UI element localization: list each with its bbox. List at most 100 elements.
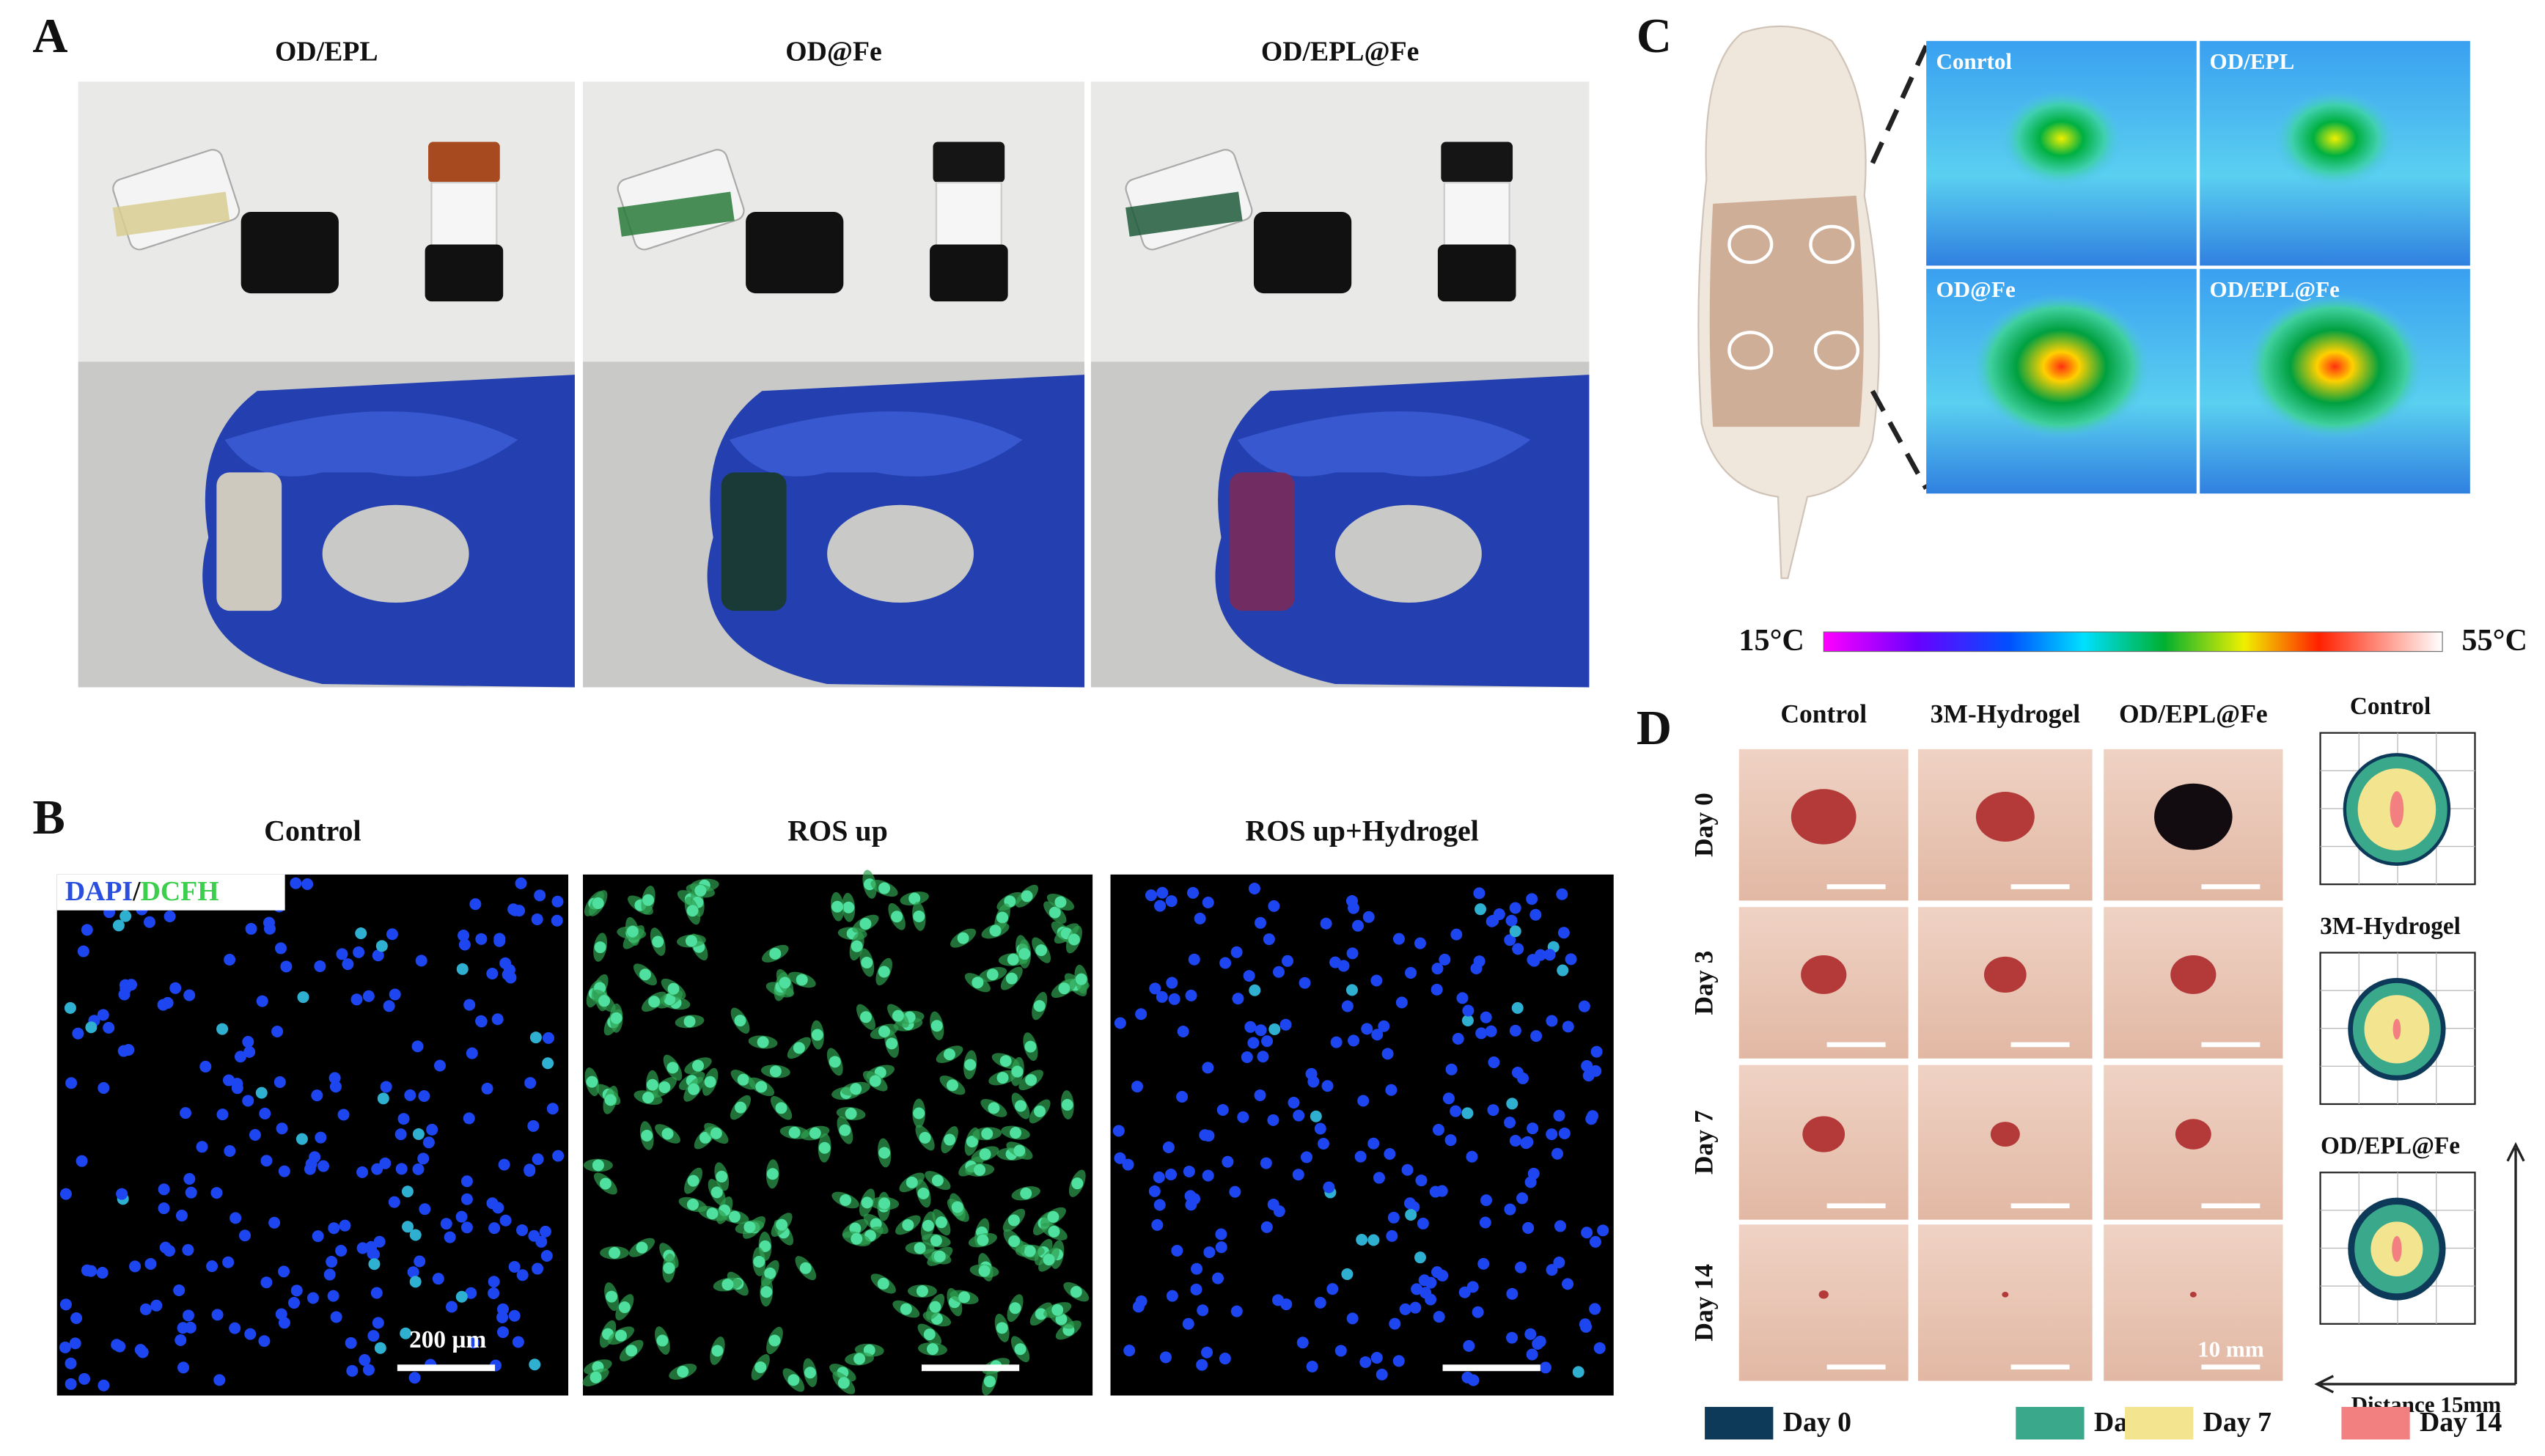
nucleus xyxy=(878,1025,891,1037)
nucleus xyxy=(497,1326,509,1339)
nucleus xyxy=(1399,1303,1411,1315)
nucleus xyxy=(913,1107,925,1119)
nucleus xyxy=(317,1160,330,1172)
nucleus xyxy=(886,1037,898,1050)
nucleus xyxy=(592,1159,604,1172)
nucleus xyxy=(1524,1328,1537,1340)
nucleus xyxy=(1176,1091,1189,1103)
nucleus xyxy=(1005,972,1018,985)
nucleus xyxy=(594,941,606,954)
nucleus xyxy=(710,1186,723,1199)
nucleus xyxy=(923,1328,936,1341)
nucleus xyxy=(859,1011,872,1023)
nucleus xyxy=(78,1372,90,1385)
stain-label: DCFH xyxy=(141,876,219,907)
legend-swatch xyxy=(2125,1407,2194,1440)
column-title: OD/EPL@Fe xyxy=(2119,699,2268,729)
nucleus xyxy=(1480,1194,1493,1207)
nucleus xyxy=(76,1155,88,1167)
nucleus xyxy=(842,901,855,913)
nucleus xyxy=(586,1076,598,1088)
vial-bottom xyxy=(1437,244,1516,302)
nucleus xyxy=(455,1290,468,1303)
nucleus xyxy=(694,884,707,897)
nucleus xyxy=(1071,1177,1084,1190)
nucleus xyxy=(1597,1224,1609,1237)
nucleus xyxy=(1587,1110,1599,1122)
nucleus xyxy=(1018,948,1031,960)
nucleus xyxy=(139,1303,152,1315)
nucleus xyxy=(432,1273,444,1285)
trace-area xyxy=(2390,791,2404,828)
nucleus xyxy=(926,1343,939,1356)
nucleus xyxy=(379,1157,392,1169)
nucleus xyxy=(59,1341,71,1353)
nucleus xyxy=(463,999,476,1011)
nucleus xyxy=(1509,902,1521,914)
nucleus xyxy=(1589,1303,1601,1315)
nucleus xyxy=(943,1048,955,1061)
glove-finger xyxy=(224,411,518,477)
nucleus xyxy=(552,1150,565,1162)
nucleus xyxy=(1480,1011,1492,1023)
nucleus xyxy=(1293,1109,1305,1122)
nucleus xyxy=(919,1131,931,1144)
wound xyxy=(2154,783,2233,850)
nucleus xyxy=(1417,1217,1429,1229)
nucleus xyxy=(395,1163,408,1175)
nucleus xyxy=(1411,1283,1423,1295)
nucleus xyxy=(1553,1257,1565,1268)
nucleus xyxy=(929,1301,941,1313)
nucleus xyxy=(787,1374,800,1386)
nucleus xyxy=(516,1269,529,1282)
nucleus xyxy=(273,1076,286,1088)
nucleus xyxy=(196,1141,208,1153)
wound-site xyxy=(1727,224,1774,265)
nucleus xyxy=(1135,1008,1147,1021)
nucleus xyxy=(1015,1100,1027,1112)
nucleus xyxy=(81,924,93,936)
nucleus xyxy=(1553,1109,1565,1122)
nucleus xyxy=(1021,890,1033,902)
nucleus xyxy=(1384,1147,1396,1160)
nucleus xyxy=(411,1040,424,1053)
nucleus xyxy=(1051,1304,1064,1316)
nucleus xyxy=(372,949,384,962)
nucleus xyxy=(935,1216,947,1229)
nucleus xyxy=(1558,1127,1571,1139)
scale-bar-label: 10 mm xyxy=(2197,1336,2264,1362)
nucleus xyxy=(1530,1030,1543,1043)
nucleus xyxy=(642,894,655,906)
nucleus xyxy=(1159,1351,1172,1364)
nucleus xyxy=(1509,1134,1521,1147)
nucleus xyxy=(64,1001,76,1014)
nucleus xyxy=(878,882,891,894)
nucleus xyxy=(1506,1287,1518,1300)
nucleus xyxy=(728,1210,741,1223)
nucleus xyxy=(1475,903,1487,916)
nucleus xyxy=(150,1299,163,1312)
nucleus xyxy=(365,1240,378,1253)
hot-spot xyxy=(2273,89,2397,188)
nucleus xyxy=(1565,953,1577,966)
nucleus xyxy=(1452,1032,1464,1045)
nucleus xyxy=(869,1075,881,1087)
nucleus xyxy=(1131,1081,1143,1093)
nucleus xyxy=(98,1379,110,1391)
nucleus xyxy=(362,990,375,1002)
nucleus xyxy=(397,1113,410,1125)
nucleus xyxy=(1445,1063,1458,1076)
nucleus xyxy=(328,1222,340,1235)
vial-bottom xyxy=(425,244,504,302)
nucleus xyxy=(539,1225,551,1238)
nucleus xyxy=(445,1301,458,1313)
nucleus xyxy=(776,1218,788,1231)
trace-title: OD/EPL@Fe xyxy=(2321,1133,2460,1160)
panel-title: Control xyxy=(264,815,361,848)
nucleus xyxy=(119,979,131,991)
nucleus xyxy=(274,942,287,955)
nucleus xyxy=(249,1128,261,1141)
nucleus xyxy=(224,1144,236,1157)
nucleus xyxy=(1477,1257,1490,1270)
vial-top xyxy=(428,141,500,183)
